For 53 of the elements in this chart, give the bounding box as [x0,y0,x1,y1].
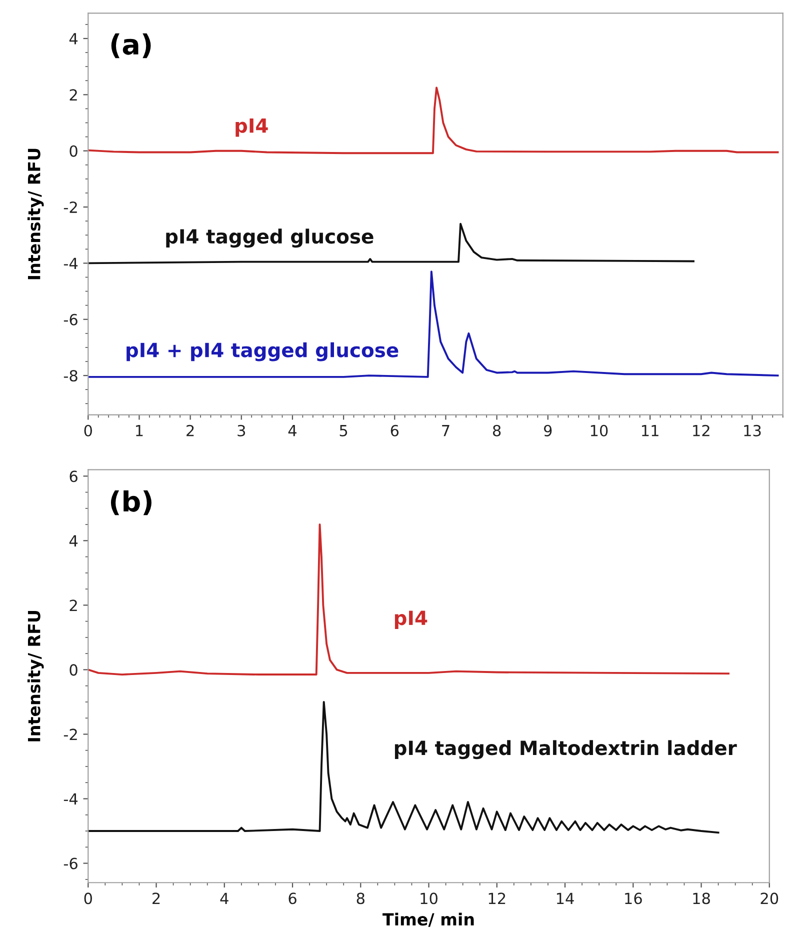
y-tick-label: -2 [64,728,77,740]
line-series [88,524,730,676]
y-tick-label: 4 [69,33,78,44]
x-tick-label: 0 [84,424,92,436]
x-tick-label: 9 [544,424,552,436]
x-tick-label: 8 [356,892,364,904]
y-tick-label: -2 [64,201,77,213]
text: pI4 tagged Maltodextrin ladder [394,740,737,760]
x-tick-label: 16 [625,892,642,904]
line-series [88,222,694,264]
x-tick-label: 12 [693,424,710,436]
x-tick-label: 18 [693,892,710,904]
x-tick-label: 8 [492,424,501,436]
series-label: pI4 + pI4 tagged glucose [126,342,398,362]
x-tick-label: 4 [288,425,296,436]
x-tick-label: 2 [152,892,160,904]
y-tick-label: 6 [70,470,78,482]
y-axis-title: Intensity/ RFU [27,611,44,742]
x-tick-label: 1 [136,425,143,436]
text: (b) [110,490,152,516]
x-tick-label: 11 [642,425,658,436]
x-tick-label: 14 [556,892,574,904]
x-tick-label: 20 [760,892,778,904]
line-series [88,86,779,154]
line-series [88,270,779,378]
x-tick-label: 2 [186,424,194,436]
y-tick-label: 4 [69,535,78,546]
x-tick-label: 6 [390,424,399,436]
x-tick-label: 7 [442,425,450,436]
text: (a) [111,33,151,58]
y-tick-label: 0 [70,145,78,157]
x-tick-label: 3 [238,424,246,436]
y-tick-label: 0 [70,664,78,676]
x-tick-label: 4 [220,892,228,904]
x-tick-label: 5 [340,425,348,436]
text: pI4 [394,610,428,629]
y-tick-label: -4 [64,258,78,269]
series-label: pI4 tagged glucose [166,228,374,248]
x-tick-label: 6 [288,892,296,904]
x-tick-label: 10 [420,892,438,904]
y-tick-label: -6 [64,858,78,870]
x-tick-label: 12 [488,892,506,904]
x-tick-label: 13 [744,424,761,436]
x-axis-title: Time/ min [382,912,474,927]
y-tick-label: 2 [70,600,77,611]
x-tick-label: 10 [590,424,608,436]
y-tick-label: 2 [70,89,77,100]
x-tick-label: 0 [84,892,92,904]
y-tick-label: -4 [64,793,78,805]
y-axis-title: Intensity/ RFU [27,148,44,280]
y-tick-label: -6 [64,314,78,326]
y-tick-label: -8 [64,370,78,382]
series-label: pI4 [236,118,268,137]
